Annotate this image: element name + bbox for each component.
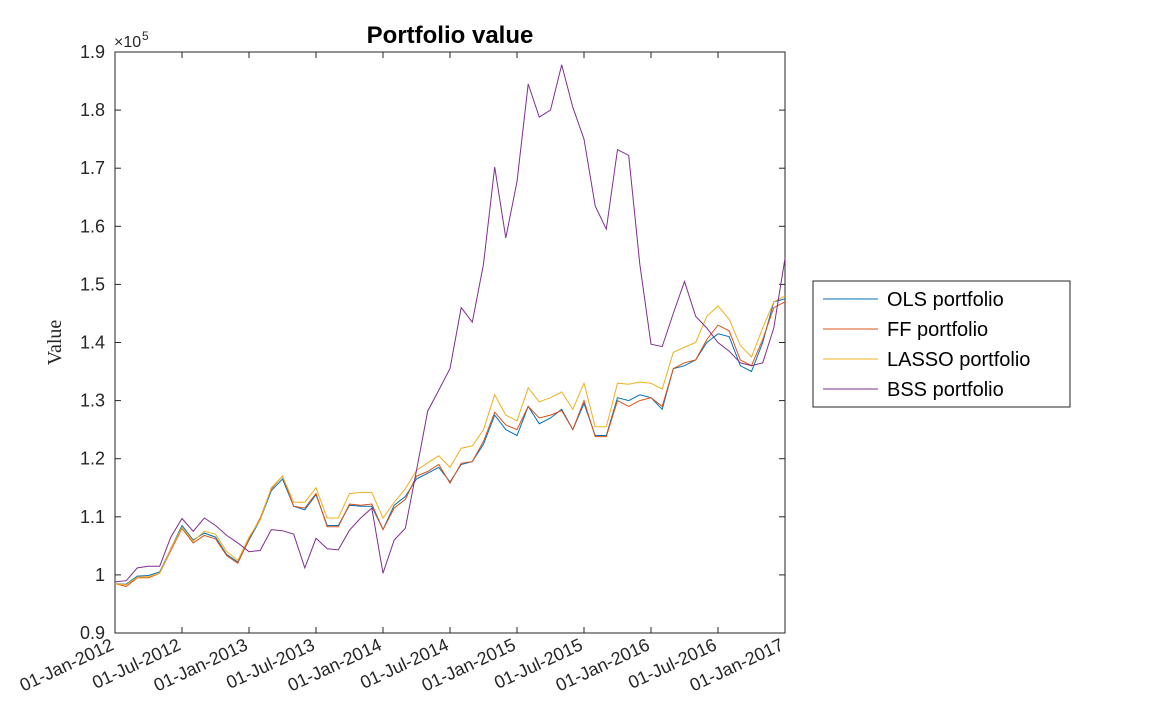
y-exponent: 5 — [142, 29, 149, 43]
y-multiplier: ×10 — [114, 34, 141, 51]
y-tick-label: 1.3 — [80, 391, 105, 411]
series-line-ff-portfolio — [114, 301, 786, 588]
legend: OLS portfolio FF portfolio LASSO portfolio… — [812, 280, 1071, 408]
y-tick-label: 1 — [95, 565, 105, 585]
series-line-bss-portfolio — [114, 64, 786, 583]
chart-title: Portfolio value — [367, 22, 534, 49]
y-tick-label: 1.1 — [80, 507, 105, 527]
y-tick-label: 1.6 — [80, 216, 105, 236]
y-tick-label: 0.9 — [80, 623, 105, 643]
y-tick-label: 1.9 — [80, 42, 105, 62]
y-tick-label: 1.7 — [80, 158, 105, 178]
plot-area — [114, 51, 786, 634]
legend-box — [812, 280, 1071, 408]
y-tick-label: 1.8 — [80, 100, 105, 120]
legend-label: BSS portfolio — [887, 379, 1004, 401]
y-tick-label: 1.5 — [80, 274, 105, 294]
y-tick-label: 1.2 — [80, 449, 105, 469]
legend-label: LASSO portfolio — [887, 349, 1030, 371]
series-lines — [114, 64, 786, 588]
y-tick-label: 1.4 — [80, 333, 105, 353]
y-axis-label: Value — [44, 320, 66, 366]
series-line-lasso-portfolio — [114, 295, 786, 586]
y-axis-exponent: ×10 5 — [114, 29, 149, 51]
legend-label: OLS portfolio — [887, 289, 1004, 311]
legend-label: FF portfolio — [887, 319, 988, 341]
y-axis-ticks: 0.9 1 1.1 1.2 1.3 1.4 1.5 1.6 1.7 1.8 1.9 — [80, 42, 785, 643]
